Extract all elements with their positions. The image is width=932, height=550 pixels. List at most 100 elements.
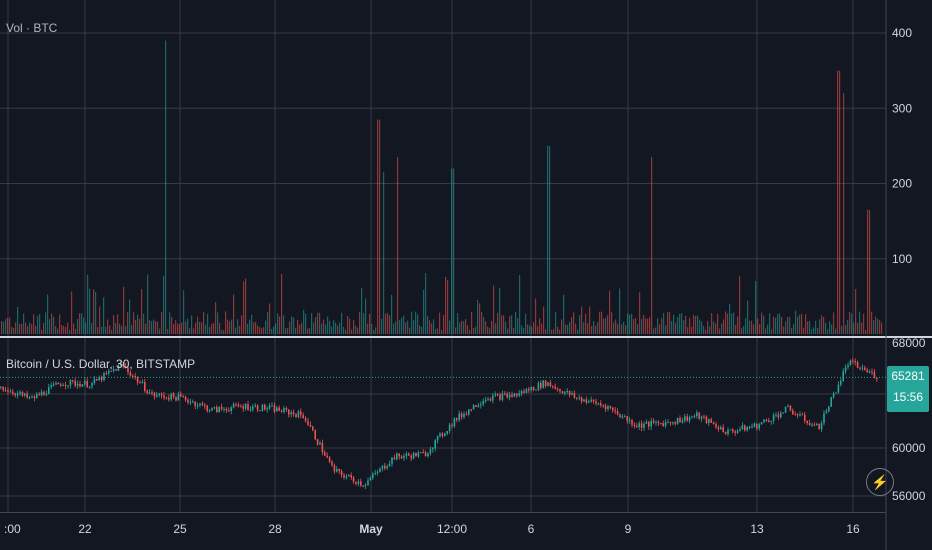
volume-bar: [795, 310, 797, 334]
volume-bar: [149, 320, 151, 334]
volume-bar: [201, 322, 203, 334]
candle-body: [448, 424, 451, 432]
candle-body: [345, 476, 348, 478]
candle-body: [26, 393, 28, 398]
volume-bar: [811, 329, 813, 334]
volume-bar: [89, 288, 91, 334]
candle-body: [652, 420, 655, 423]
candle-body: [103, 372, 105, 381]
candle-body: [775, 414, 777, 416]
volume-bar: [317, 312, 319, 334]
volume-bar: [213, 323, 215, 334]
candle-body: [796, 414, 799, 416]
volume-bar: [365, 298, 367, 334]
volume-bar: [691, 326, 693, 334]
candle-body: [597, 403, 600, 405]
volume-bar: [619, 288, 621, 334]
candle-body: [74, 381, 76, 386]
candle-body: [458, 413, 460, 420]
candle-body: [840, 380, 842, 385]
volume-bar: [749, 320, 751, 334]
candle-body: [360, 481, 362, 486]
candle-body: [158, 393, 160, 396]
volume-bar: [879, 320, 881, 334]
candle-body: [280, 410, 283, 413]
candle-body: [475, 405, 477, 407]
volume-bar: [739, 276, 741, 334]
candle-body: [244, 404, 247, 409]
candle-body: [410, 455, 412, 459]
volume-bar: [551, 329, 553, 334]
candle-body: [112, 369, 115, 371]
volume-bar: [223, 330, 225, 334]
volume-bar: [671, 320, 673, 334]
volume-bar: [233, 294, 235, 334]
volume-bar: [641, 318, 643, 334]
candle-body: [288, 409, 290, 415]
volume-bar: [409, 327, 411, 334]
candle-body: [849, 360, 852, 366]
volume-bar: [427, 316, 429, 334]
volume-bar: [81, 313, 83, 334]
candle-body: [400, 456, 403, 459]
volume-bar: [275, 323, 277, 334]
volume-bar: [257, 325, 259, 334]
candle-body: [772, 414, 775, 421]
candle-body: [76, 383, 79, 386]
candle-body: [816, 423, 818, 426]
volume-bar: [339, 322, 341, 334]
candle-body: [607, 406, 609, 410]
volume-bar: [657, 318, 659, 334]
volume-bar: [777, 314, 779, 334]
candle-body: [129, 372, 132, 376]
candle-body: [768, 420, 770, 422]
candle-body: [14, 393, 16, 396]
volume-bar: [633, 318, 635, 334]
volume-bar: [707, 320, 709, 334]
volume-bar: [787, 316, 789, 334]
x-axis-tick: 16: [846, 522, 860, 536]
candle-body: [811, 424, 813, 426]
volume-bar: [71, 291, 73, 334]
volume-bar: [117, 314, 119, 334]
volume-bar: [773, 316, 775, 334]
candle-body: [285, 408, 288, 410]
volume-bar: [303, 309, 305, 334]
candle-body: [662, 423, 664, 427]
candle-body: [316, 439, 319, 445]
candle-body: [573, 393, 576, 398]
candle-body: [624, 416, 626, 418]
volume-bar: [829, 321, 831, 334]
volume-bar: [447, 280, 449, 334]
volume-bar: [851, 313, 853, 334]
volume-bar: [825, 322, 827, 334]
candle-body: [376, 472, 379, 474]
volume-bar: [281, 273, 283, 334]
candle-body: [681, 420, 684, 423]
candle-body: [259, 410, 261, 412]
volume-bar: [569, 322, 571, 334]
volume-bar: [681, 313, 683, 334]
volume-bar: [751, 320, 753, 334]
volume-bar: [465, 319, 467, 334]
candle-body: [321, 442, 324, 453]
candle-body: [856, 362, 859, 368]
volume-bar: [703, 325, 705, 334]
snap-button[interactable]: ⚡: [866, 468, 894, 496]
candle-body: [626, 416, 628, 421]
candle-body: [628, 419, 631, 421]
volume-bar: [77, 318, 79, 334]
volume-bar: [131, 325, 133, 334]
volume-bar: [847, 319, 849, 334]
volume-bar: [757, 318, 759, 334]
volume-bar: [441, 330, 443, 334]
volume-bar: [539, 318, 541, 334]
volume-bar: [197, 316, 199, 334]
candle-body: [295, 414, 297, 418]
candle-body: [852, 360, 854, 362]
candle-body: [139, 382, 141, 384]
candle-body: [465, 413, 468, 415]
candle-body: [228, 410, 230, 412]
candle-body: [314, 430, 316, 440]
